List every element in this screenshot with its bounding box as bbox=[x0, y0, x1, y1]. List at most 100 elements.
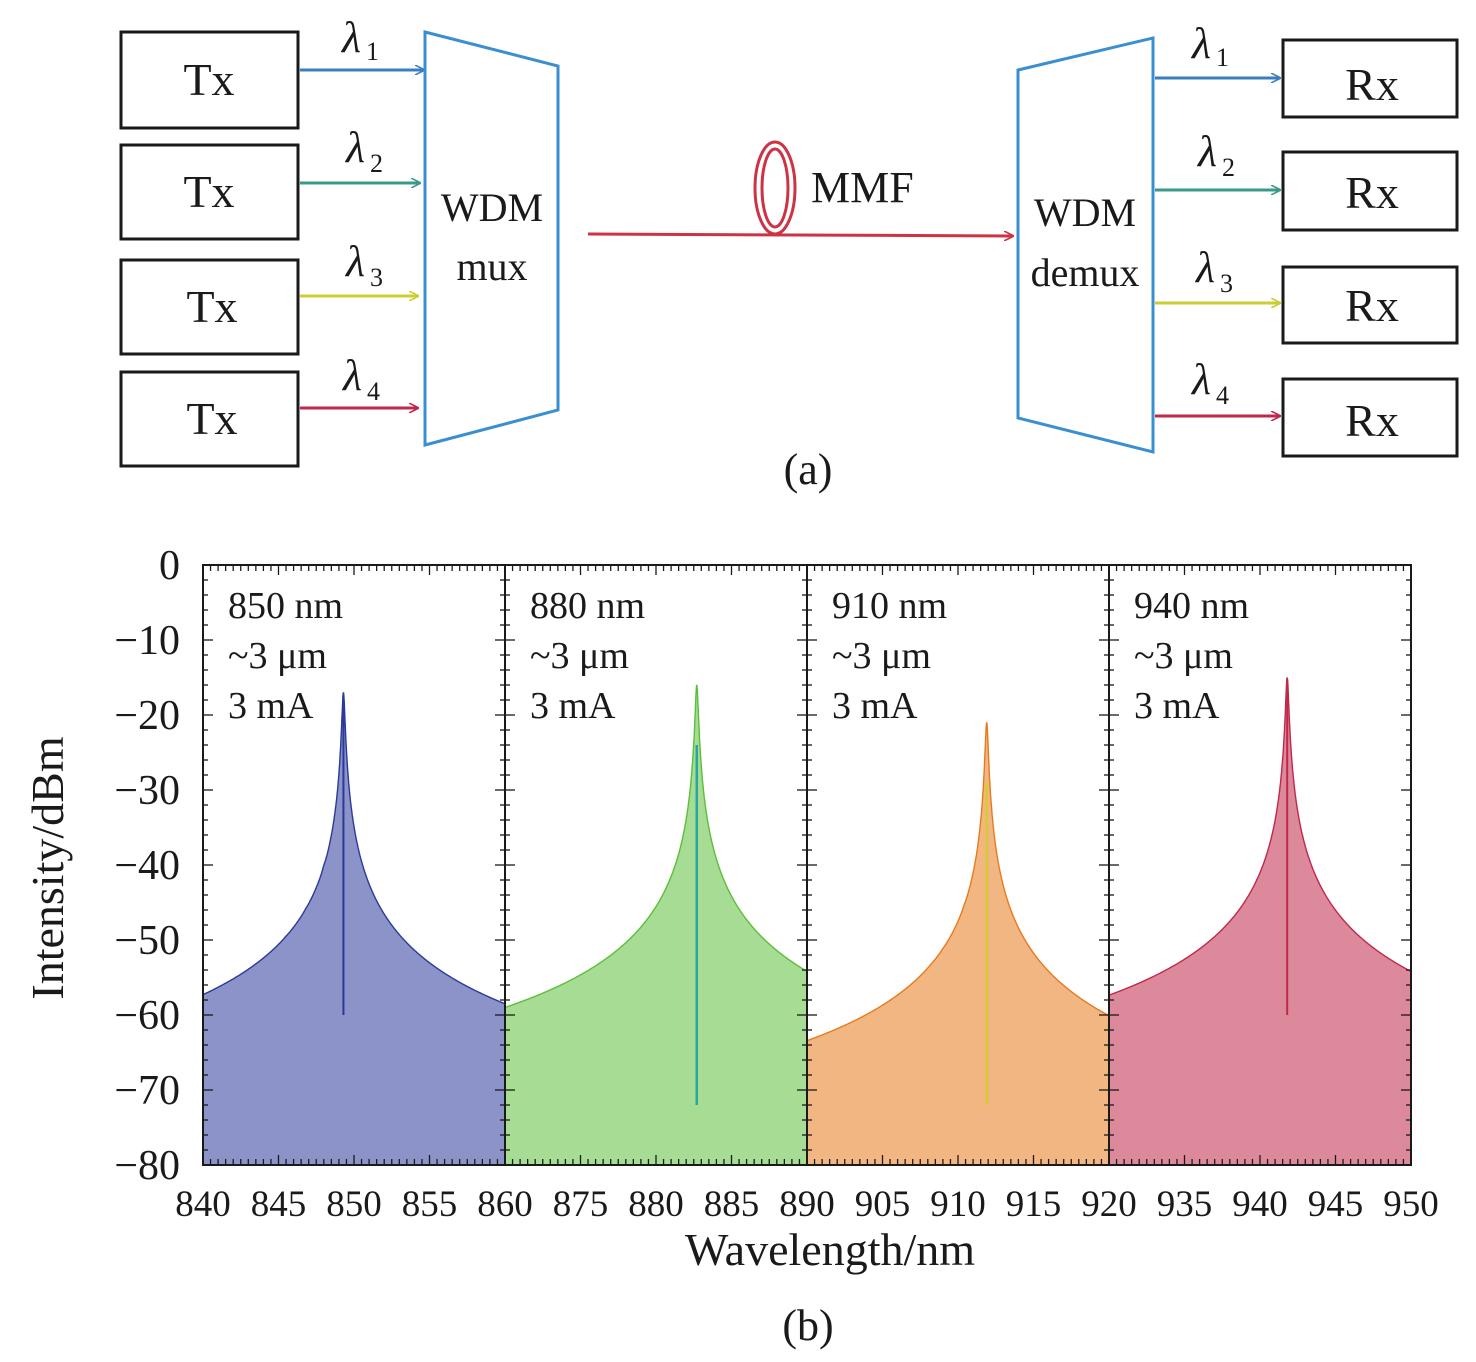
rx-box: Rx bbox=[1281, 265, 1459, 345]
x-tick-label: 890 bbox=[779, 1184, 835, 1225]
x-axis: 840 845 850 855 860 875 880 885 890 905 910 915 920 9… bbox=[175, 1184, 1439, 1225]
panel-annotation: 880 nm bbox=[530, 585, 645, 627]
panel-annotation: 3 mA bbox=[1134, 685, 1220, 727]
panel-annotation: 3 mA bbox=[832, 685, 918, 727]
spectrum-chart: 850 nm ~3 μm 3 mA 880 nm ~3 μm 3 mA 910 nm ~3 μ… bbox=[22, 543, 1439, 1350]
lambda-label: λ 2 bbox=[344, 123, 383, 178]
lambda-label: λ 3 bbox=[1194, 243, 1233, 298]
y-axis: 0 −10 −20 −30 −40 −50 −60 −70 −80 bbox=[114, 543, 180, 1189]
panel-annotation: ~3 μm bbox=[1134, 635, 1233, 677]
x-tick-label: 850 bbox=[326, 1184, 382, 1225]
y-tick-label: −70 bbox=[114, 1068, 180, 1114]
tx-box: Tx bbox=[119, 258, 300, 356]
spectrum-fill bbox=[1109, 677, 1411, 1165]
fiber-label: MMF bbox=[811, 163, 914, 212]
y-tick-label: −80 bbox=[114, 1143, 180, 1189]
spectrum-fill bbox=[505, 685, 807, 1165]
y-tick-label: 0 bbox=[159, 543, 180, 589]
svg-text:λ: λ bbox=[1190, 19, 1211, 68]
spectrum-line bbox=[806, 722, 1110, 1042]
rx-label: Rx bbox=[1345, 280, 1399, 331]
y-tick-label: −10 bbox=[114, 618, 180, 664]
svg-text:3: 3 bbox=[370, 263, 383, 292]
x-tick-label: 910 bbox=[930, 1184, 986, 1225]
x-tick-label: 880 bbox=[628, 1184, 684, 1225]
x-tick-label: 905 bbox=[855, 1184, 911, 1225]
x-tick-label: 935 bbox=[1157, 1184, 1213, 1225]
demux-label-line1: WDM bbox=[1034, 190, 1136, 235]
y-axis-label: Intensity/dBm bbox=[22, 736, 73, 999]
svg-text:2: 2 bbox=[370, 149, 383, 178]
wdm-diagram: Tx Tx Tx Tx λ 1 λ 2 λ 3 bbox=[119, 13, 1459, 494]
x-axis-label: Wavelength/nm bbox=[685, 1224, 975, 1275]
mux-label-line1: WDM bbox=[441, 185, 543, 230]
spectrum-line bbox=[202, 692, 506, 1005]
y-tick-label: −30 bbox=[114, 768, 180, 814]
y-tick-label: −60 bbox=[114, 993, 180, 1039]
spectrum-line bbox=[504, 684, 808, 1009]
x-tick-label: 920 bbox=[1081, 1184, 1137, 1225]
caption-b: (b) bbox=[782, 1301, 833, 1350]
panel-annotation: 3 mA bbox=[530, 685, 616, 727]
svg-text:λ: λ bbox=[344, 237, 365, 286]
rx-label: Rx bbox=[1345, 167, 1399, 218]
panel-annotation: 940 nm bbox=[1134, 585, 1249, 627]
rx-box: Rx bbox=[1281, 38, 1459, 119]
svg-text:3: 3 bbox=[1220, 269, 1233, 298]
svg-text:4: 4 bbox=[367, 377, 380, 406]
tx-label: Tx bbox=[186, 281, 237, 332]
x-tick-label: 915 bbox=[1006, 1184, 1062, 1225]
x-tick-label: 950 bbox=[1383, 1184, 1439, 1225]
svg-text:λ: λ bbox=[340, 13, 361, 62]
svg-text:2: 2 bbox=[1222, 153, 1235, 182]
x-tick-label: 945 bbox=[1308, 1184, 1364, 1225]
wdm-mux-block bbox=[423, 30, 560, 447]
y-tick-label: −50 bbox=[114, 918, 180, 964]
svg-text:1: 1 bbox=[366, 37, 379, 66]
x-tick-label: 885 bbox=[704, 1184, 760, 1225]
lambda-label: λ 1 bbox=[1190, 19, 1229, 72]
svg-text:1: 1 bbox=[1216, 43, 1229, 72]
svg-text:λ: λ bbox=[341, 351, 362, 400]
x-tick-label: 875 bbox=[553, 1184, 609, 1225]
demux-label-line2: demux bbox=[1031, 250, 1140, 295]
rx-label: Rx bbox=[1345, 59, 1399, 110]
lambda-label: λ 4 bbox=[1190, 355, 1229, 410]
wdm-demux-block bbox=[1016, 36, 1155, 454]
spectrum-panel: 850 nm ~3 μm 3 mA bbox=[202, 564, 506, 1166]
x-tick-label: 940 bbox=[1232, 1184, 1288, 1225]
panel-annotation: ~3 μm bbox=[228, 635, 327, 677]
rx-box: Rx bbox=[1281, 377, 1459, 458]
svg-text:λ: λ bbox=[1194, 243, 1215, 292]
chart-panels: 850 nm ~3 μm 3 mA 880 nm ~3 μm 3 mA 910 nm ~3 μ… bbox=[202, 564, 1412, 1166]
y-tick-label: −40 bbox=[114, 843, 180, 889]
panel-annotation: 910 nm bbox=[832, 585, 947, 627]
svg-text:λ: λ bbox=[1190, 355, 1211, 404]
x-tick-label: 855 bbox=[402, 1184, 458, 1225]
svg-text:4: 4 bbox=[1216, 381, 1229, 410]
y-tick-label: −20 bbox=[114, 693, 180, 739]
lambda-label: λ 2 bbox=[1196, 127, 1235, 182]
x-tick-label: 860 bbox=[477, 1184, 533, 1225]
spectrum-line bbox=[1108, 677, 1412, 996]
panel-annotation: ~3 μm bbox=[530, 635, 629, 677]
x-tick-label: 840 bbox=[175, 1184, 231, 1225]
tx-label: Tx bbox=[186, 393, 237, 444]
rx-label: Rx bbox=[1345, 395, 1399, 446]
tx-box: Tx bbox=[119, 370, 300, 468]
fiber-coil-icon bbox=[753, 140, 797, 236]
lambda-label: λ 1 bbox=[340, 13, 379, 66]
tx-box: Tx bbox=[119, 143, 300, 241]
svg-text:λ: λ bbox=[344, 123, 365, 172]
tx-label: Tx bbox=[183, 166, 234, 217]
panel-annotation: 850 nm bbox=[228, 585, 343, 627]
tx-box: Tx bbox=[119, 30, 300, 130]
fiber-link bbox=[587, 234, 1013, 236]
panel-annotation: ~3 μm bbox=[832, 635, 931, 677]
tx-label: Tx bbox=[183, 54, 234, 105]
lambda-label: λ 3 bbox=[344, 237, 383, 292]
mux-label-line2: mux bbox=[456, 244, 527, 289]
spectrum-fill bbox=[203, 693, 505, 1165]
panel-annotation: 3 mA bbox=[228, 685, 314, 727]
